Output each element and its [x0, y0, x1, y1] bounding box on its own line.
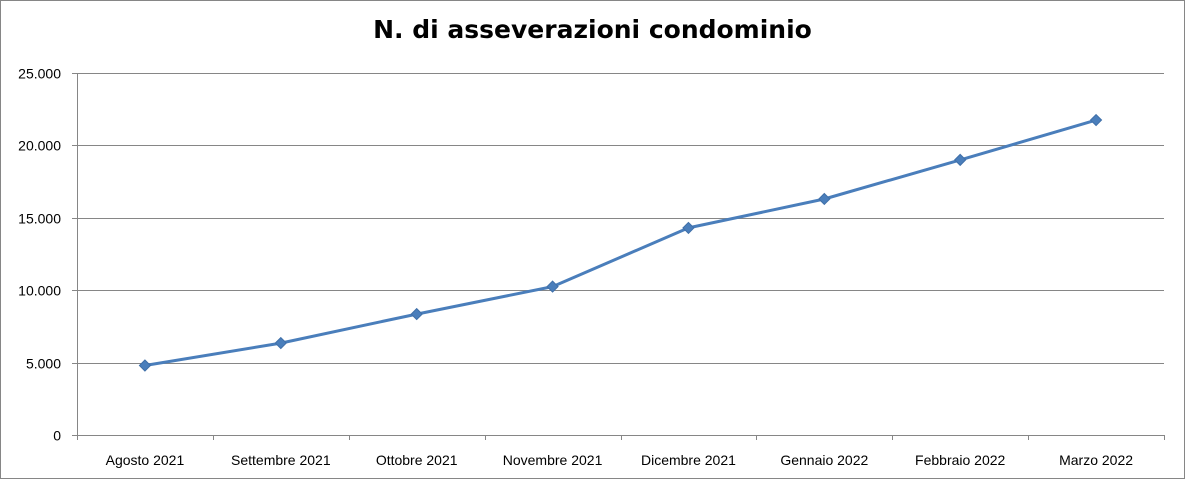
- x-tick-label: Dicembre 2021: [641, 452, 736, 468]
- series-line: [144, 118, 1097, 367]
- data-point-settembre-2021: [274, 336, 288, 350]
- data-point-dicembre-2021: [682, 221, 695, 235]
- data-point-marzo-2022: [1089, 113, 1103, 127]
- x-tick-label: Agosto 2021: [106, 452, 185, 468]
- data-point-febbraio-2022: [953, 153, 967, 167]
- y-tick-label: 0: [53, 428, 61, 444]
- y-tick-label: 15.000: [18, 211, 61, 227]
- data-point-agosto-2021: [138, 359, 152, 372]
- x-tick-label: Ottobre 2021: [376, 452, 458, 468]
- data-point-ottobre-2021: [410, 307, 423, 321]
- data-point-gennaio-2022: [818, 192, 831, 206]
- y-tick-label: 20.000: [18, 138, 61, 154]
- x-tick-label: Gennaio 2022: [780, 452, 868, 468]
- x-tick-label: Marzo 2022: [1059, 452, 1133, 468]
- x-tick-label: Settembre 2021: [231, 452, 331, 468]
- chart-title: N. di asseverazioni condominio: [373, 15, 812, 44]
- x-tick-label: Febbraio 2022: [915, 452, 1006, 468]
- x-tick-label: Novembre 2021: [503, 452, 603, 468]
- y-tick-label: 5.000: [26, 356, 61, 372]
- y-tick-label: 10.000: [18, 283, 61, 299]
- data-point-novembre-2021: [546, 280, 559, 293]
- y-tick-label: 25.000: [18, 66, 61, 82]
